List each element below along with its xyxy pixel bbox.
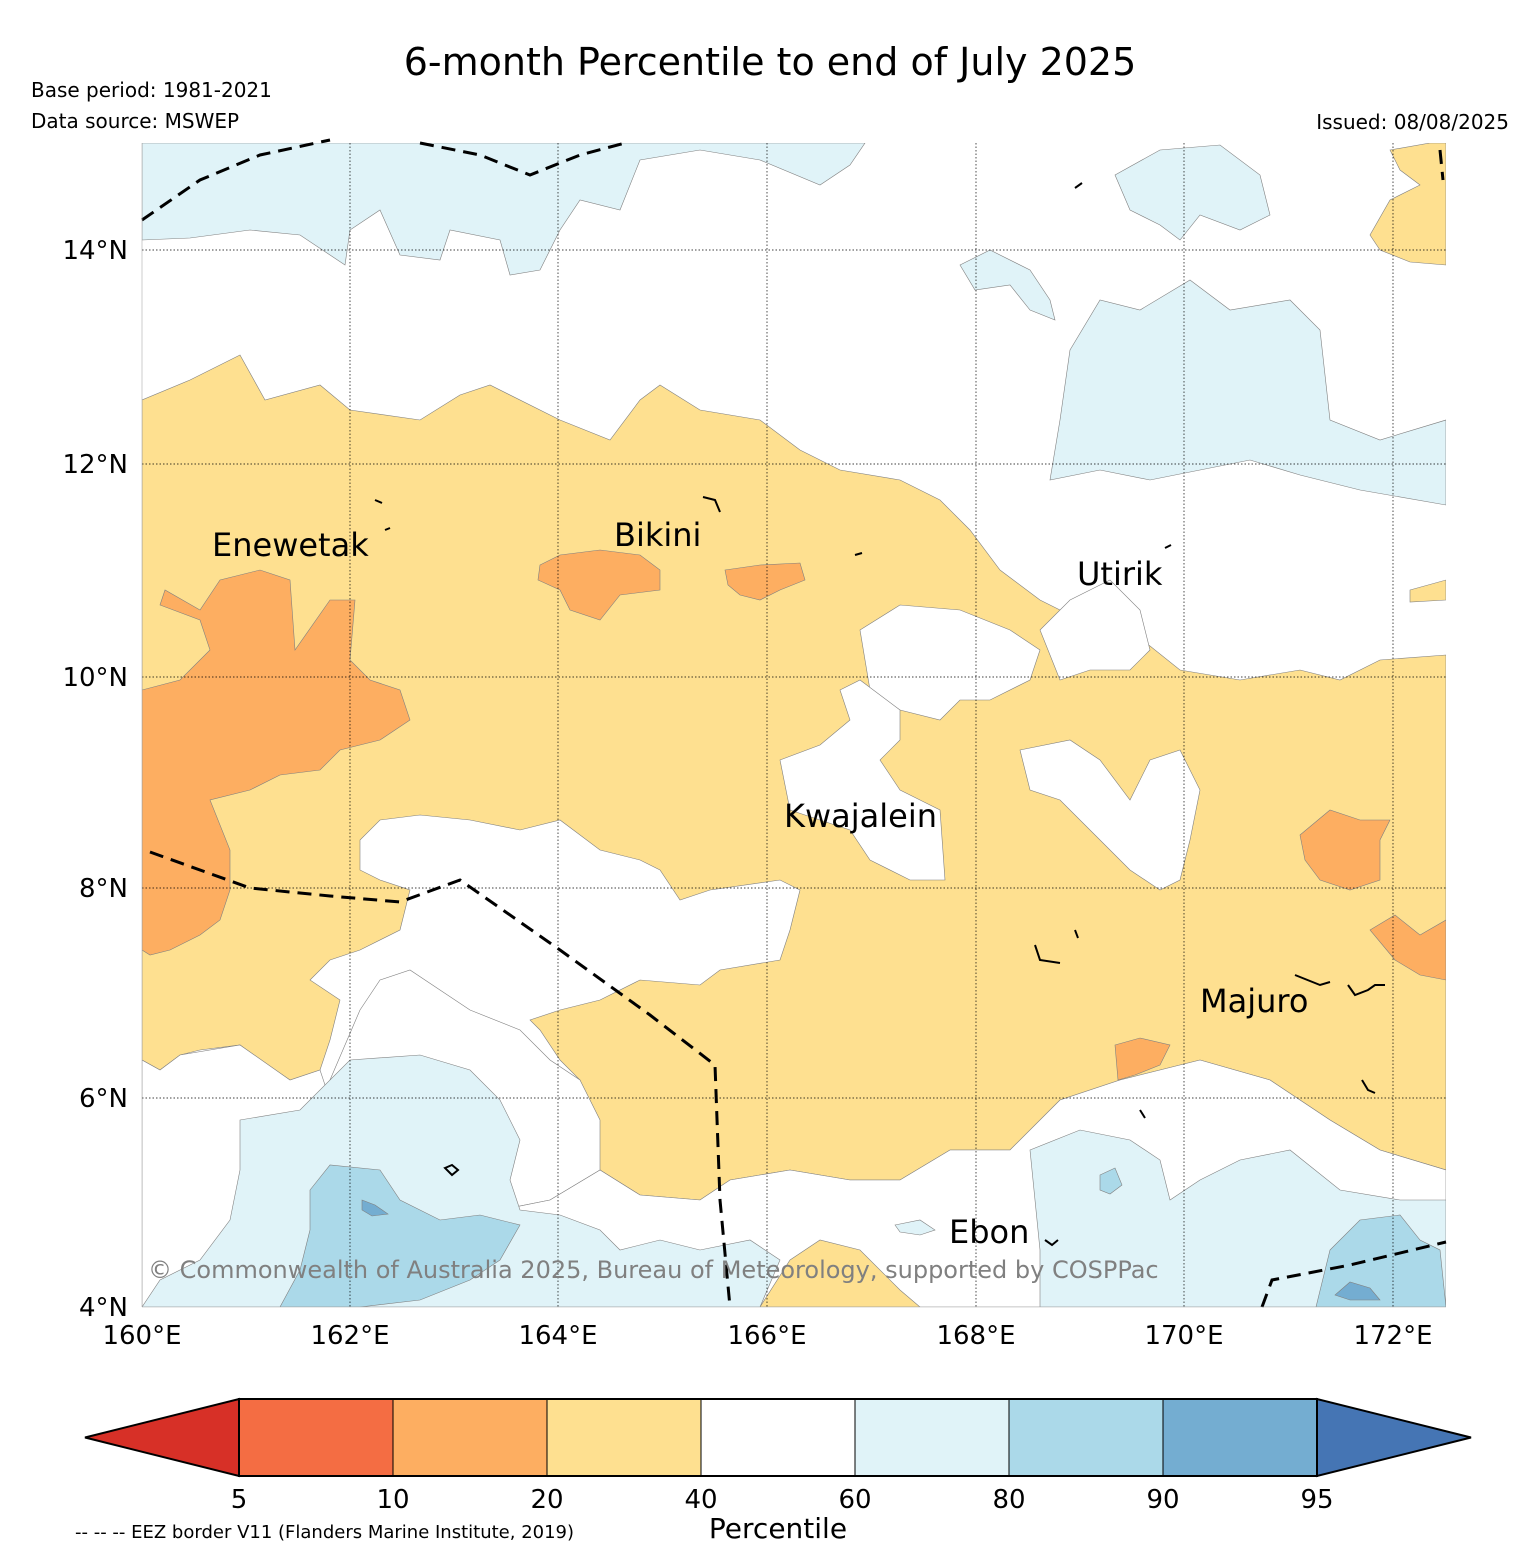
lon-tick-162e: 162°E [310, 1321, 389, 1351]
region-90-95-southwest [361, 1199, 389, 1217]
lon-tick-172e: 172°E [1353, 1321, 1432, 1351]
region-40-60-center [779, 679, 946, 881]
place-labels: Enewetak Bikini Utirik Kwajalein Majuro … [212, 516, 1308, 1251]
page-title: 6-month Percentile to end of July 2025 [403, 40, 1137, 84]
region-10-20-majuro-west [1114, 1037, 1171, 1081]
colorbar-segment-5-10 [238, 1398, 394, 1477]
lat-tick-labels: 4°N 6°N 8°N 10°N 12°N 14°N [62, 236, 128, 1323]
lat-tick-10n: 10°N [62, 663, 128, 693]
place-label-bikini: Bikini [614, 516, 701, 554]
gridlines [142, 143, 1446, 1307]
colorbar-segment-20-40 [546, 1398, 702, 1477]
region-20-40-south [759, 1239, 921, 1307]
lat-tick-6n: 6°N [79, 1084, 128, 1114]
region-20-40-east-edge [1409, 579, 1446, 603]
base-period-label: Base period: 1981-2021 [31, 78, 272, 102]
colorbar-tick-40: 40 [684, 1485, 717, 1515]
lon-tick-labels: 160°E 162°E 164°E 166°E 168°E 170°E 172°… [102, 1321, 1432, 1351]
colorbar-segment-40-60 [700, 1398, 856, 1477]
lon-tick-168e: 168°E [936, 1321, 1015, 1351]
colorbar-tick-10: 10 [376, 1485, 409, 1515]
eez-border-note: -- -- -- EEZ border V11 (Flanders Marine… [75, 1522, 575, 1543]
colorbar-segment-10-20 [392, 1398, 548, 1477]
lat-tick-4n: 4°N [79, 1293, 128, 1323]
lon-tick-160e: 160°E [102, 1321, 181, 1351]
lat-tick-8n: 8°N [79, 874, 128, 904]
eez-border [141, 138, 1447, 1308]
place-label-majuro: Majuro [1200, 982, 1308, 1020]
colorbar-segment-80-90 [1008, 1398, 1164, 1477]
lon-tick-164e: 164°E [518, 1321, 597, 1351]
colorbar-extend-high [1316, 1397, 1472, 1478]
colorbar-label: Percentile [708, 1512, 848, 1545]
colorbar-tick-90: 90 [1146, 1485, 1179, 1515]
region-20-40-northeast [1369, 143, 1446, 266]
colorbar-tick-labels: 5 10 20 40 60 80 90 95 [231, 1485, 1334, 1515]
region-60-80-northeast [1049, 279, 1446, 506]
percentile-map: Enewetak Bikini Utirik Kwajalein Majuro … [62, 138, 1447, 1351]
colorbar-segment-90-95 [1162, 1398, 1318, 1477]
issued-date-label: Issued: 08/08/2025 [1316, 110, 1509, 134]
colorbar-tick-95: 95 [1300, 1485, 1333, 1515]
region-10-20-bikini-east [724, 562, 806, 601]
region-60-80-north [142, 143, 866, 276]
map-fill-layer [142, 143, 1446, 1307]
atoll-outlines [374, 182, 1385, 1247]
place-label-utirik: Utirik [1077, 555, 1163, 593]
region-10-20-bikini [537, 549, 661, 621]
colorbar-tick-5: 5 [231, 1485, 248, 1515]
colorbar-segment-60-80 [854, 1398, 1010, 1477]
colorbar-group [84, 1397, 1472, 1478]
region-10-20-far-east [1369, 914, 1446, 981]
region-60-80-ebon [894, 1219, 936, 1236]
region-10-20-east [1299, 809, 1391, 891]
lon-tick-166e: 166°E [727, 1321, 806, 1351]
lat-tick-14n: 14°N [62, 236, 128, 266]
place-label-ebon: Ebon [949, 1213, 1029, 1251]
colorbar-tick-80: 80 [992, 1485, 1025, 1515]
region-80-90-small [1099, 1167, 1123, 1195]
region-60-80-mid-north [959, 249, 1056, 321]
data-source-label: Data source: MSWEP [31, 109, 240, 133]
region-60-80-south [142, 1054, 781, 1307]
colorbar-outline [238, 1398, 1318, 1477]
region-10-20-west [142, 569, 411, 956]
region-90-95-southeast [1334, 1281, 1381, 1301]
region-60-80-north-right [1114, 144, 1271, 241]
colorbar-extend-low [84, 1397, 240, 1478]
lat-tick-12n: 12°N [62, 450, 128, 480]
region-40-60-east [1019, 739, 1201, 891]
place-label-enewetak: Enewetak [212, 526, 369, 564]
region-80-90-southwest [279, 1164, 521, 1307]
copyright-notice: © Commonwealth of Australia 2025, Bureau… [148, 1256, 1159, 1284]
place-label-kwajalein: Kwajalein [784, 797, 937, 835]
colorbar-tick-60: 60 [838, 1485, 871, 1515]
colorbar-tick-20: 20 [530, 1485, 563, 1515]
lon-tick-170e: 170°E [1144, 1321, 1223, 1351]
